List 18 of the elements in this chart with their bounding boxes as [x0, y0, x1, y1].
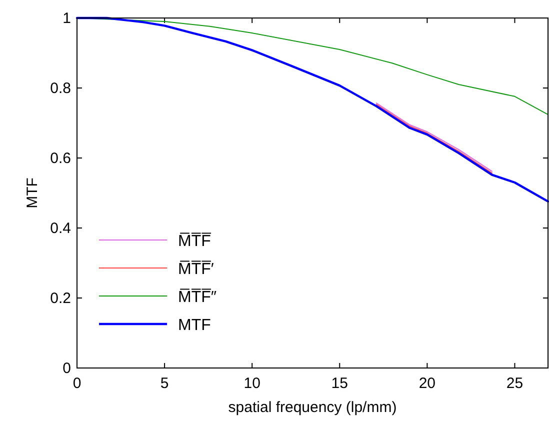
legend-label: M̅T̅F̅″: [178, 288, 217, 306]
y-tick-label: 0.6: [50, 150, 71, 167]
legend-label: M̅T̅F̅: [178, 232, 212, 250]
x-tick-label: 15: [331, 375, 348, 392]
y-tick-label: 0.2: [50, 290, 71, 307]
y-tick-label: 0: [62, 360, 71, 377]
x-tick-label: 10: [244, 375, 260, 392]
line-series: [76, 16, 549, 202]
y-tick-label: 1: [62, 10, 71, 27]
y-axis-title: MTF: [24, 178, 41, 208]
y-tick-label: 0.8: [50, 80, 71, 97]
y-tick-label: 0.4: [50, 220, 71, 237]
legend-label: M̅T̅F̅′: [178, 260, 214, 278]
x-tick-label: 5: [160, 375, 169, 392]
x-tick-label: 25: [506, 375, 524, 392]
x-axis-title: spatial frequency (lp/mm): [228, 399, 397, 416]
x-tick-label: 20: [418, 375, 436, 392]
legend-label: MTF: [178, 317, 212, 334]
